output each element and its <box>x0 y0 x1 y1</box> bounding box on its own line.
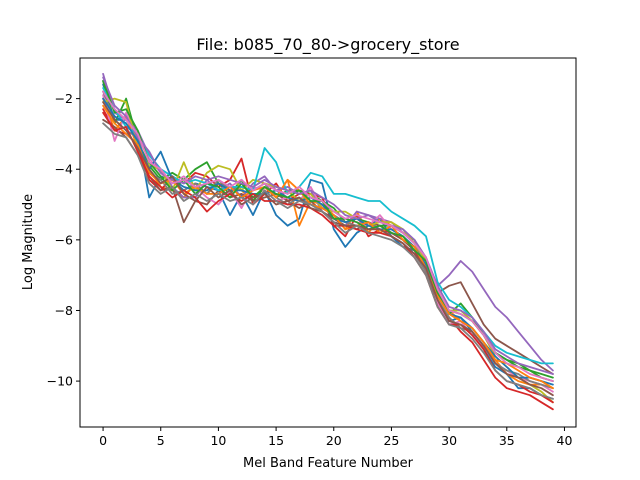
y-tick-label: −6 <box>55 232 73 247</box>
plot-frame <box>79 57 577 428</box>
x-tick-label: 0 <box>99 433 107 448</box>
x-tick-label: 10 <box>210 433 226 448</box>
x-tick-label: 35 <box>499 433 515 448</box>
y-tick-label: −2 <box>55 91 73 106</box>
x-tick-label: 25 <box>383 433 399 448</box>
chart-title: File: b085_70_80->grocery_store <box>196 35 459 55</box>
series-layer <box>102 73 554 411</box>
x-tick-label: 5 <box>157 433 165 448</box>
y-tick-label: −10 <box>47 374 73 389</box>
series-line-18 <box>102 122 554 400</box>
y-tick-label: −8 <box>55 303 73 318</box>
x-tick-label: 20 <box>326 433 342 448</box>
series-line-12 <box>102 104 554 390</box>
y-axis-label: Log Magnitude <box>21 194 36 290</box>
x-tick-label: 15 <box>268 433 284 448</box>
series-line-17 <box>102 90 554 383</box>
series-line-6 <box>102 118 554 375</box>
x-tick-label: 30 <box>441 433 457 448</box>
y-tick-label: −4 <box>55 162 73 177</box>
x-axis: 0 5 10 15 20 25 30 35 40 <box>99 427 572 448</box>
x-tick-label: 40 <box>557 433 573 448</box>
x-axis-label: Mel Band Feature Number <box>243 456 414 471</box>
y-axis: −2 −4 −6 −8 −10 <box>47 91 80 389</box>
